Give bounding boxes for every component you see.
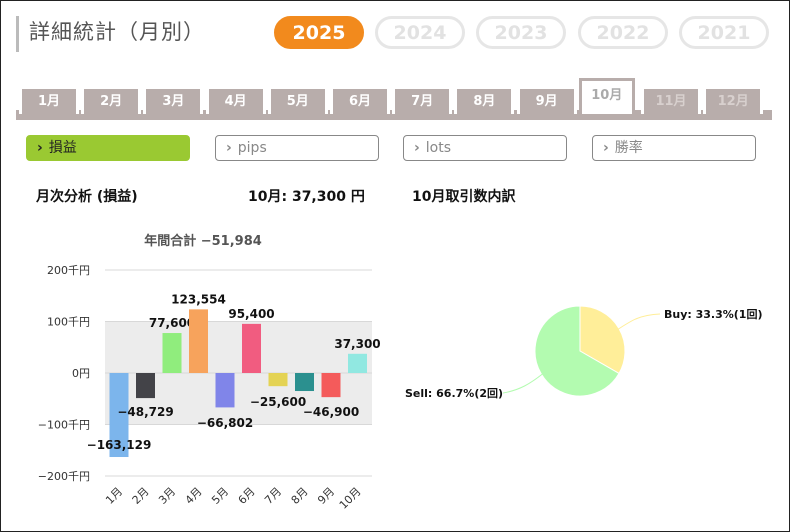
page-title: 詳細統計（月別） bbox=[29, 20, 205, 44]
y-tick-label: 100千円 bbox=[47, 316, 90, 329]
y-tick-label: −200千円 bbox=[38, 470, 90, 483]
pie-label: Buy: 33.3%(1回) bbox=[664, 307, 762, 321]
tab-month-8[interactable]: 8月 bbox=[454, 86, 515, 114]
tab-month-10[interactable]: 10月 bbox=[578, 78, 635, 114]
metric-button-2[interactable]: › lots bbox=[403, 135, 567, 161]
pie-slice bbox=[534, 305, 620, 397]
bar-value-label: −46,900 bbox=[303, 405, 359, 419]
monthly-analysis-label: 月次分析 (損益) bbox=[36, 189, 138, 205]
x-tick-label: 5月 bbox=[209, 485, 231, 507]
tab-month-7[interactable]: 7月 bbox=[392, 86, 453, 114]
bar-value-label: 77,600 bbox=[149, 316, 195, 330]
chevron-right-icon: › bbox=[37, 140, 43, 156]
metric-button-label: 勝率 bbox=[614, 140, 643, 156]
bar bbox=[268, 373, 288, 387]
x-tick-label: 1月 bbox=[103, 485, 125, 507]
header: 詳細統計（月別） bbox=[16, 16, 205, 52]
chevron-right-icon: › bbox=[226, 140, 232, 156]
tab-month-5[interactable]: 5月 bbox=[267, 86, 328, 114]
bar-value-label: 95,400 bbox=[228, 307, 274, 321]
x-tick-label: 8月 bbox=[289, 485, 311, 507]
tab-month-3[interactable]: 3月 bbox=[143, 86, 204, 114]
pie-connector bbox=[616, 313, 661, 331]
bar-value-label: −25,600 bbox=[250, 395, 306, 409]
y-tick-label: 200千円 bbox=[47, 264, 90, 277]
bar-value-label: −66,802 bbox=[197, 416, 253, 430]
bar bbox=[321, 373, 341, 398]
x-tick-label: 7月 bbox=[262, 485, 284, 507]
tab-month-11[interactable]: 11月 bbox=[641, 86, 701, 114]
bar bbox=[348, 353, 367, 373]
breakdown-title: 10月取引数内訳 bbox=[412, 189, 516, 205]
bar bbox=[295, 373, 314, 392]
y-tick-label: 0円 bbox=[72, 367, 90, 380]
x-tick-label: 9月 bbox=[315, 485, 337, 507]
metric-button-label: pips bbox=[237, 140, 267, 156]
bar bbox=[215, 373, 235, 408]
year-button-2022[interactable]: 2022 bbox=[578, 16, 668, 49]
month-total: 10月: 37,300 円 bbox=[248, 189, 365, 205]
x-tick-label: 2月 bbox=[130, 485, 152, 507]
year-button-2025[interactable]: 2025 bbox=[274, 16, 364, 49]
bar-value-label: 123,554 bbox=[171, 292, 226, 306]
metric-button-label: lots bbox=[425, 140, 452, 156]
metric-button-0[interactable]: › 損益 bbox=[26, 135, 190, 161]
tab-month-2[interactable]: 2月 bbox=[81, 86, 142, 114]
pie-connector bbox=[502, 371, 546, 394]
tab-month-6[interactable]: 6月 bbox=[330, 86, 390, 114]
metric-button-1[interactable]: › pips bbox=[215, 135, 379, 161]
year-button-2021[interactable]: 2021 bbox=[679, 16, 769, 49]
bar-value-label: −48,729 bbox=[117, 405, 173, 419]
x-tick-label: 6月 bbox=[236, 485, 258, 507]
tab-month-12[interactable]: 12月 bbox=[703, 86, 764, 114]
chevron-right-icon: › bbox=[414, 140, 420, 156]
pie-label: Sell: 66.7%(2回) bbox=[405, 386, 503, 400]
tab-month-4[interactable]: 4月 bbox=[205, 86, 266, 114]
x-tick-label: 3月 bbox=[156, 485, 178, 507]
x-tick-label: 4月 bbox=[183, 485, 205, 507]
bar bbox=[189, 309, 208, 373]
year-button-2023[interactable]: 2023 bbox=[476, 16, 566, 49]
bar bbox=[242, 323, 261, 373]
tab-month-1[interactable]: 1月 bbox=[19, 86, 79, 114]
chart-title: 年間合計 −51,984 bbox=[144, 233, 262, 249]
bar-value-label: 37,300 bbox=[334, 337, 380, 351]
chevron-right-icon: › bbox=[603, 140, 609, 156]
bar bbox=[136, 373, 155, 399]
y-tick-label: −100千円 bbox=[38, 419, 90, 432]
bar-value-label: −163,129 bbox=[87, 438, 152, 452]
bar bbox=[109, 373, 129, 458]
tab-month-9[interactable]: 9月 bbox=[516, 86, 577, 114]
month-tab-bar bbox=[16, 110, 772, 120]
year-button-2024[interactable]: 2024 bbox=[375, 16, 465, 49]
metric-button-3[interactable]: › 勝率 bbox=[592, 135, 756, 161]
bar bbox=[162, 333, 182, 373]
x-tick-label: 10月 bbox=[337, 485, 364, 512]
metric-button-label: 損益 bbox=[48, 140, 77, 156]
